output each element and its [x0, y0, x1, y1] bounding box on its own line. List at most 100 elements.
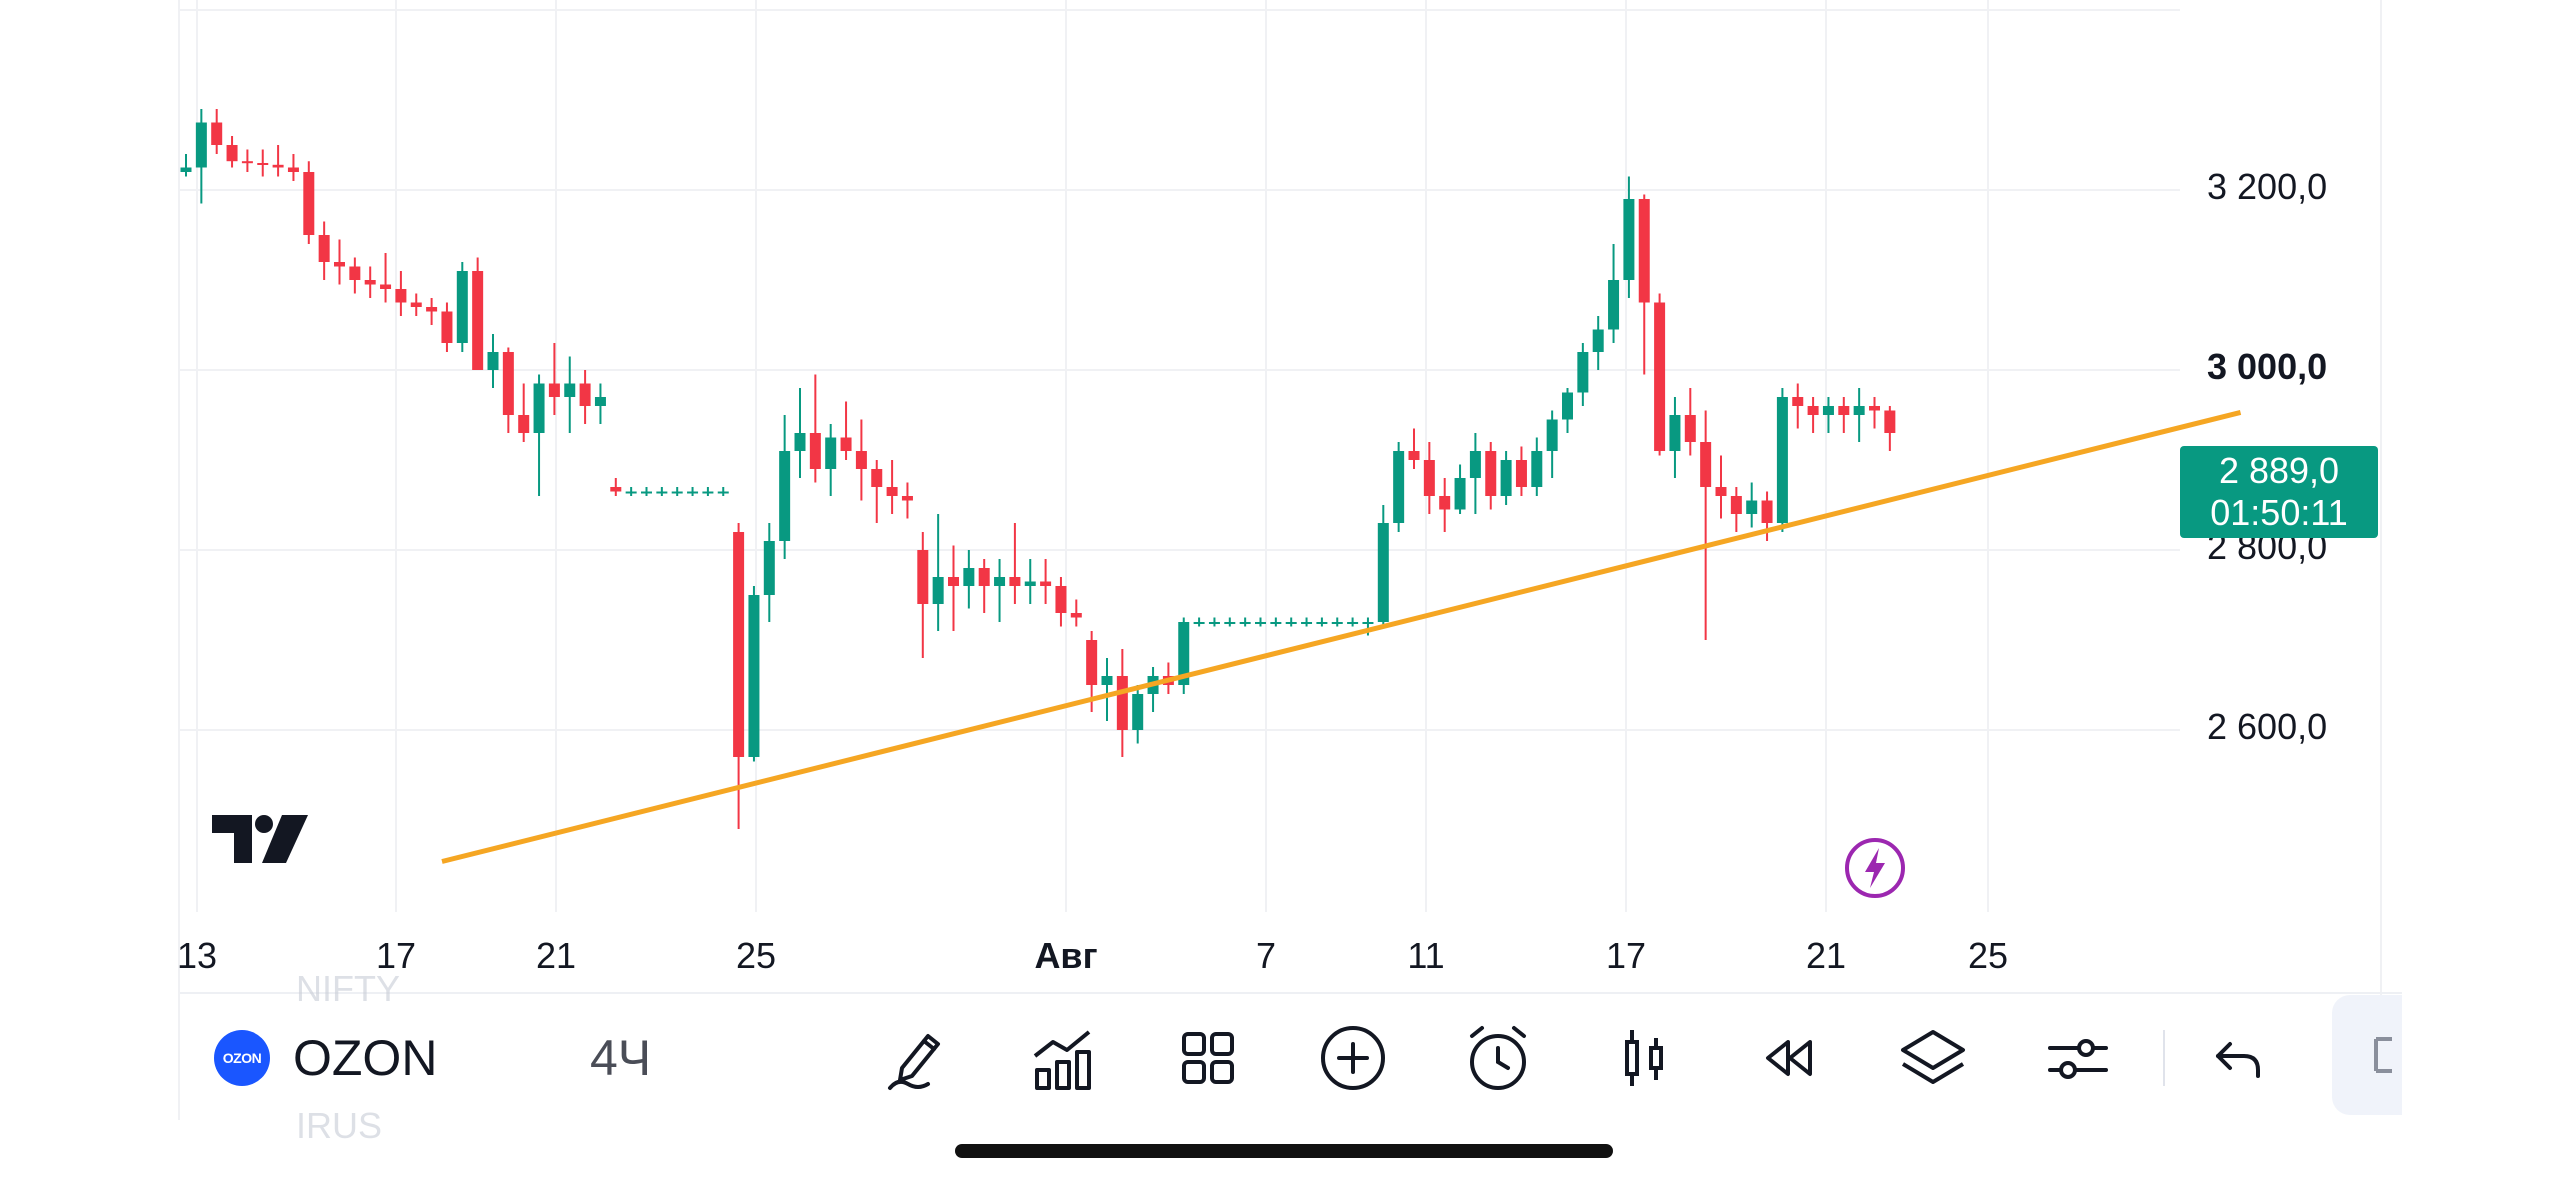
price-tick-3000: 3 000,0	[2207, 346, 2328, 387]
candle-body	[318, 235, 330, 262]
candle-body	[594, 397, 606, 406]
replay-rewind-icon[interactable]	[1748, 1018, 1828, 1098]
candle-body	[303, 172, 315, 235]
candle-body	[272, 164, 284, 168]
candle-body	[1700, 442, 1712, 487]
candle-body	[641, 491, 652, 494]
candle-body	[1515, 460, 1527, 487]
candle-body	[1654, 302, 1666, 451]
date-tick-month: Авг	[1034, 935, 1098, 976]
price-tick-2600: 2 600,0	[2207, 706, 2328, 747]
candle-body	[871, 469, 883, 487]
candle-body	[1869, 406, 1880, 411]
candle-body	[794, 433, 806, 451]
candle-body	[1193, 622, 1205, 624]
hidden-symbol-below: IRUS	[296, 1105, 383, 1146]
candle-body	[1761, 500, 1773, 523]
candle-body	[472, 271, 484, 370]
indicators-icon[interactable]	[1023, 1018, 1103, 1098]
candle-body	[886, 487, 898, 496]
candle-body	[1531, 451, 1543, 487]
candle-body	[733, 532, 745, 757]
candle-body	[1239, 622, 1251, 624]
candle-body	[1024, 581, 1036, 586]
candle-body	[1208, 622, 1220, 624]
candle-body	[1562, 392, 1573, 420]
candle-body	[855, 451, 867, 469]
candle-body	[1377, 523, 1389, 622]
candle-body	[1040, 581, 1052, 586]
candle-body	[1792, 397, 1804, 406]
candle-body	[1546, 419, 1558, 451]
bar-countdown: 01:50:11	[2210, 492, 2348, 533]
layouts-grid-icon[interactable]	[1168, 1018, 1248, 1098]
candle-body	[1822, 406, 1834, 415]
symbol-name[interactable]: OZON	[293, 1030, 438, 1086]
interval-selector[interactable]: 4Ч	[590, 1030, 652, 1086]
candle-body	[948, 577, 959, 586]
candle-body	[717, 491, 729, 494]
candle-body	[1638, 199, 1650, 303]
toolbar-top-border	[180, 992, 2402, 994]
candle-body	[1070, 613, 1082, 618]
candle-body	[978, 568, 990, 586]
candle-body	[840, 437, 852, 451]
candle-body	[1592, 329, 1604, 352]
candle-body	[180, 167, 192, 172]
candle-body	[687, 491, 699, 494]
add-circle-icon[interactable]	[1313, 1018, 1393, 1098]
candle-body	[1055, 586, 1067, 613]
candle-body	[1439, 496, 1451, 510]
alert-clock-icon[interactable]	[1458, 1018, 1538, 1098]
candle-body	[241, 161, 253, 164]
candle-body	[1715, 487, 1727, 496]
candle-body	[825, 437, 837, 469]
candle-body	[1408, 451, 1420, 460]
chart-right-border	[2380, 0, 2382, 1120]
candle-body	[1132, 694, 1144, 730]
candle-style-icon[interactable]	[1603, 1018, 1683, 1098]
candle-body	[1623, 199, 1635, 280]
more-tools-panel[interactable]	[2332, 995, 2402, 1115]
candle-body	[610, 487, 622, 492]
drawing-pencil-icon[interactable]	[878, 1018, 958, 1098]
candle-body	[441, 311, 453, 343]
candle-body	[226, 145, 238, 162]
date-tick: 11	[1407, 935, 1445, 976]
lightning-icon[interactable]	[1843, 836, 1907, 900]
candle-body	[1500, 460, 1512, 496]
candle-body	[1009, 577, 1021, 586]
candle-body	[349, 266, 361, 280]
candle-body	[1838, 406, 1850, 415]
candle-body	[1347, 622, 1359, 624]
layers-icon[interactable]	[1893, 1018, 1973, 1098]
candle-body	[564, 383, 576, 397]
vertical-gridlines	[196, 0, 1989, 912]
candle-body	[1485, 451, 1497, 496]
candle-body	[456, 271, 468, 343]
candle-body	[195, 122, 207, 168]
candle-body	[1454, 478, 1466, 510]
candle-body	[1086, 640, 1098, 685]
candle-body	[1362, 622, 1374, 624]
candle-body	[748, 595, 760, 757]
candle-body	[1776, 397, 1788, 523]
date-tick: 7	[1255, 935, 1277, 976]
candle-body	[1608, 280, 1620, 330]
candle-body	[671, 491, 683, 494]
symbol-logo[interactable]: OZON	[214, 1030, 270, 1086]
candle-body	[779, 451, 791, 541]
candle-body	[1116, 676, 1128, 730]
candle-body	[1577, 352, 1589, 393]
tradingview-logo[interactable]	[212, 815, 308, 871]
candle-body	[763, 541, 775, 595]
candle-body	[518, 415, 530, 433]
candle-body	[548, 383, 560, 397]
chart-left-border	[178, 0, 180, 1120]
candle-body	[502, 352, 514, 415]
candle-body	[1807, 406, 1819, 415]
settings-sliders-icon[interactable]	[2038, 1018, 2118, 1098]
candle-body	[410, 302, 422, 307]
undo-icon[interactable]	[2200, 1018, 2280, 1098]
